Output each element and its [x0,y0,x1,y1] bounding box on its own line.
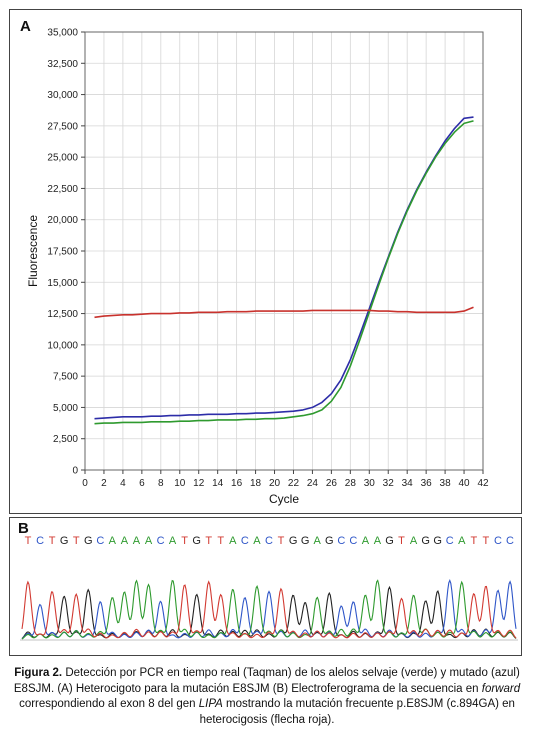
y-tick-label: 0 [72,466,78,477]
sequence-base: A [109,535,117,547]
figure-label: Figura 2. [14,667,63,679]
sequence-base: T [483,535,490,547]
sequence-base: G [433,535,442,547]
sequence-base: A [362,535,370,547]
x-tick-label: 36 [421,478,433,489]
sequence-base: G [385,535,394,547]
sequence-base: T [205,535,212,547]
sequence-base: G [421,535,430,547]
y-tick-label: 2,500 [53,434,78,445]
sequence-base: C [36,535,44,547]
y-tick-label: 5,000 [53,403,78,414]
x-tick-label: 18 [250,478,262,489]
panel-a-label: A [20,18,31,35]
panel-b-label: B [18,520,29,537]
sequence-base: A [458,535,466,547]
y-tick-label: 27,500 [47,121,78,132]
y-axis-title: Fluorescence [26,215,40,287]
sequence-base: A [229,535,237,547]
sequence-base: A [374,535,382,547]
x-tick-label: 12 [193,478,205,489]
sequence-base: G [60,535,69,547]
series-line-0 [94,116,474,420]
sequence-base: T [278,535,285,547]
x-tick-label: 4 [120,478,126,489]
y-tick-label: 12,500 [47,309,78,320]
sequence-base: T [25,535,32,547]
x-tick-label: 38 [440,478,452,489]
trace-a [21,579,517,640]
y-tick-label: 20,000 [47,215,78,226]
sequence-base: C [157,535,165,547]
y-tick-label: 10,000 [47,340,78,351]
x-tick-label: 40 [458,478,470,489]
x-tick-label: 28 [345,478,357,489]
x-tick-label: 8 [158,478,164,489]
sequence-base: C [337,535,345,547]
trace-c [21,579,517,640]
sequence-base: C [241,535,249,547]
y-tick-label: 35,000 [47,28,78,39]
sequence-base: C [349,535,357,547]
sequence-base: T [398,535,405,547]
x-axis-title: Cycle [269,492,299,506]
sequence-base: A [253,535,261,547]
sequence-base: T [470,535,477,547]
x-tick-label: 22 [288,478,300,489]
caption-forward: forward [481,682,521,695]
figure-caption: Figura 2. Detección por PCR en tiempo re… [8,666,526,728]
y-tick-label: 7,500 [53,372,78,383]
series-line-2 [94,306,474,319]
sequence-base: G [289,535,298,547]
sequence-base: G [325,535,334,547]
panel-a-chart: A 0 2,500 5,000 7,500 10,000 12,500 15,000 17,5… [9,9,522,514]
sequence-base: A [314,535,322,547]
x-tick-label: 32 [383,478,395,489]
caption-text-1: Detección por PCR en tiempo real (Taqman… [13,667,520,695]
x-tick-label: 6 [139,478,145,489]
sequence-base: A [145,535,153,547]
sequence-base: C [265,535,273,547]
sequence-base: C [494,535,502,547]
y-tick-label: 15,000 [47,278,78,289]
trace-t [21,580,517,639]
y-tick-label: 25,000 [47,153,78,164]
x-tick-label: 16 [231,478,243,489]
sequence-base: C [96,535,104,547]
x-tick-label: 0 [82,478,88,489]
x-tick-label: 42 [477,478,489,489]
x-tick-label: 30 [364,478,376,489]
pcr-amplification-chart: 0 2,500 5,000 7,500 10,000 12,500 15,000 17,500… [26,28,489,507]
sequence-base: T [49,535,56,547]
sequence-base: C [446,535,454,547]
y-tick-label: 30,000 [47,90,78,101]
caption-text-3: mostrando la mutación frecuente p.E8SJM … [199,698,515,726]
sequence-base: G [192,535,201,547]
sequence-base: A [133,535,141,547]
x-tick-label: 14 [212,478,224,489]
caption-gene: LIPA [198,698,223,710]
y-tick-label: 32,500 [47,59,78,70]
x-tick-label: 2 [101,478,107,489]
x-tick-label: 20 [269,478,281,489]
sequence-base: A [410,535,418,547]
caption-text-2: correspondiendo al exon 8 del gen [19,698,199,710]
x-tick-label: 34 [402,478,414,489]
series-line-1 [94,120,474,425]
sequence-base: A [169,535,177,547]
sequence-base: C [506,535,514,547]
sequence-base: G [84,535,93,547]
sequence-base: T [217,535,224,547]
sequence-base: T [73,535,80,547]
y-tick-label: 22,500 [47,184,78,195]
x-tick-label: 24 [307,478,319,489]
sequence-base: T [181,535,188,547]
sequence-base: A [121,535,129,547]
y-tick-label: 17,500 [47,247,78,258]
x-tick-label: 10 [174,478,186,489]
sequence-base: G [301,535,310,547]
x-tick-label: 26 [326,478,338,489]
